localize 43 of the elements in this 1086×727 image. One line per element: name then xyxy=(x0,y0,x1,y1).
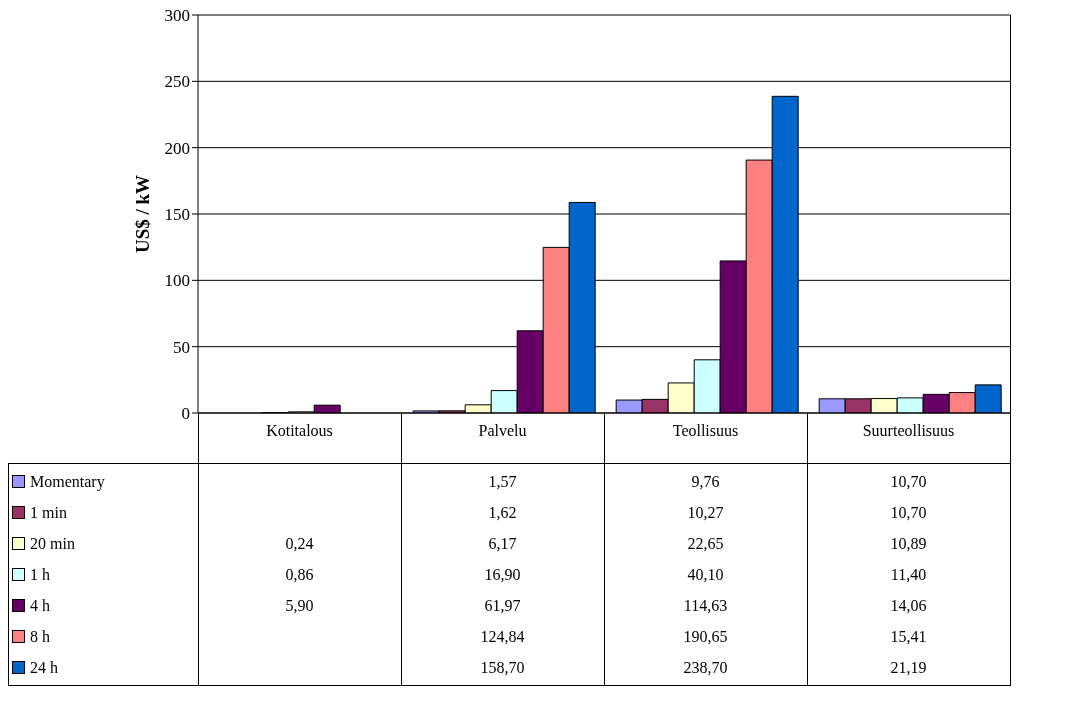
data-label: 0,86 xyxy=(285,565,314,584)
data-label: 114,63 xyxy=(683,596,728,615)
data-label: 5,90 xyxy=(285,596,314,615)
legend-label: 20 min xyxy=(30,534,75,553)
x-tick-label: Teollisuus xyxy=(672,422,739,440)
legend-label: Momentary xyxy=(30,472,105,491)
data-label: 158,70 xyxy=(480,658,525,677)
data-label: 61,97 xyxy=(484,596,521,615)
y-tick-label: 200 xyxy=(164,138,190,158)
data-label: 9,76 xyxy=(691,472,720,491)
y-tick-label: 100 xyxy=(164,271,190,291)
y-tick-label: 150 xyxy=(164,205,190,225)
x-tick-label: Suurteollisuus xyxy=(862,422,955,440)
data-label: 22,65 xyxy=(687,534,724,553)
data-label: 0,24 xyxy=(285,534,314,553)
data-label: 238,70 xyxy=(683,658,728,677)
data-label: 190,65 xyxy=(683,627,728,646)
data-label: 21,19 xyxy=(890,658,927,677)
legend-label: 8 h xyxy=(30,627,50,646)
legend-label: 24 h xyxy=(30,658,58,677)
data-label: 10,70 xyxy=(890,472,927,491)
data-label: 10,70 xyxy=(890,503,927,522)
y-tick-label: 300 xyxy=(164,6,190,26)
data-label: 15,41 xyxy=(890,627,927,646)
y-axis-title: US$ / kW xyxy=(132,174,154,254)
data-label: 1,57 xyxy=(488,472,517,491)
data-label: 14,06 xyxy=(890,596,927,615)
data-label: 16,90 xyxy=(484,565,521,584)
x-tick-label: Kotitalous xyxy=(266,422,333,440)
legend-label: 1 h xyxy=(30,565,50,584)
x-tick-label: Palvelu xyxy=(478,422,527,440)
data-label: 10,27 xyxy=(687,503,724,522)
data-label: 11,40 xyxy=(890,565,927,584)
data-label: 10,89 xyxy=(890,534,927,553)
data-label: 1,62 xyxy=(488,503,517,522)
data-label: 40,10 xyxy=(687,565,724,584)
data-label: 124,84 xyxy=(480,627,525,646)
legend-label: 4 h xyxy=(30,596,50,615)
y-tick-label: 50 xyxy=(173,337,190,357)
legend-label: 1 min xyxy=(30,503,67,522)
y-tick-label: 250 xyxy=(164,72,190,92)
y-tick-label: 0 xyxy=(181,404,190,424)
data-label: 6,17 xyxy=(488,534,517,553)
